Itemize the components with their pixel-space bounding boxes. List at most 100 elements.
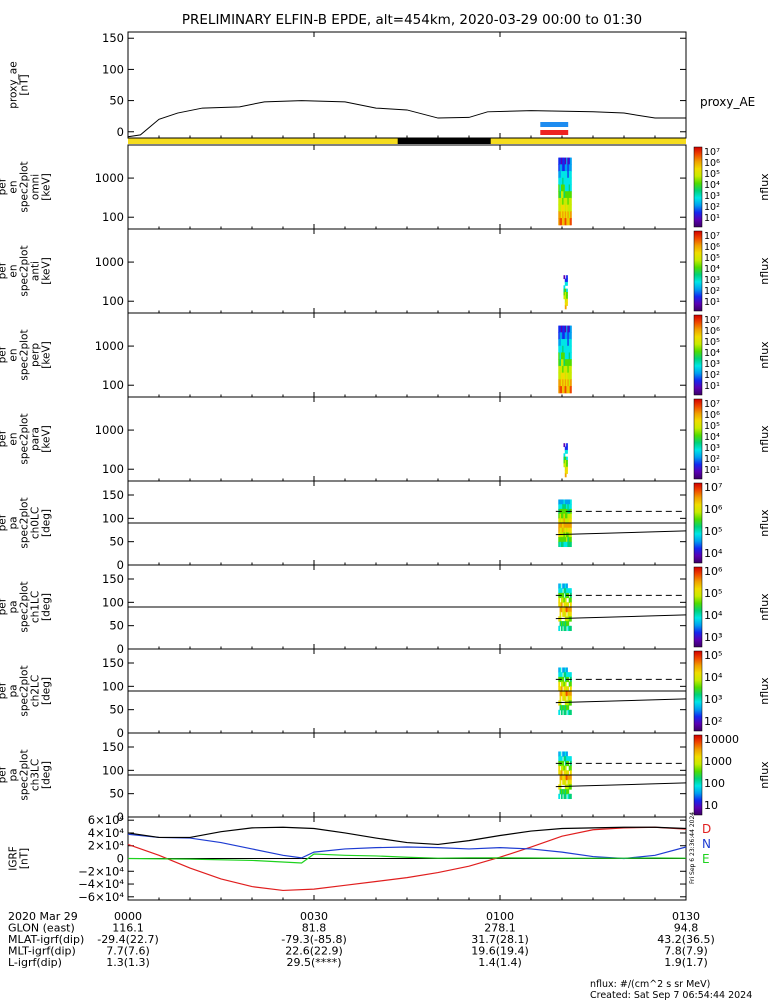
spectrogram-cell: [564, 184, 567, 192]
spectrogram-cell: [568, 513, 571, 519]
spectrogram-cell: [562, 527, 564, 533]
spectrogram-cell: [567, 184, 570, 192]
spectrogram-cell: [564, 765, 567, 771]
ylabel-line: en: [8, 180, 20, 193]
spectrogram-cell: [562, 691, 564, 697]
spectrogram-cell: [569, 513, 572, 519]
colorbar-title-group: nflux: [758, 761, 771, 789]
ylabel-line: IGRF: [8, 846, 20, 871]
spectrogram-cell: [568, 532, 571, 538]
spectrogram-cell: [564, 621, 567, 627]
spectrogram-cell: [563, 695, 566, 701]
ylabel-line: spec2plot: [19, 581, 31, 632]
spectrogram-cell: [560, 537, 563, 543]
spectrogram-cell: [567, 616, 570, 622]
colorbar-title: nflux: [758, 173, 771, 201]
spectrogram-cell: [558, 211, 561, 219]
spectrogram-cell: [560, 345, 563, 353]
spectrogram-cell: [563, 770, 566, 776]
spectrogram-cell: [562, 325, 564, 333]
spectrogram-cell: [563, 775, 566, 781]
spectrogram-cell: [564, 446, 567, 451]
spectrogram-cell: [566, 513, 568, 519]
ylabel-line: pef: [0, 766, 9, 783]
spectrogram-cell: [559, 211, 562, 219]
ylabel-line: pef: [0, 430, 9, 447]
spectrogram-cell: [569, 784, 572, 790]
spectrogram-cell: [567, 607, 570, 613]
spectrogram-cell: [568, 372, 571, 380]
spectrogram-cell: [563, 339, 566, 347]
spectrogram-cell: [569, 171, 572, 179]
para-frame: [127, 396, 687, 482]
spectrogram-cell: [568, 681, 571, 687]
colorbar-label: 10²: [704, 202, 720, 213]
perp-ylabel: elbpefenspec2plotperp[keV]: [0, 329, 53, 380]
spectrogram-cell: [560, 621, 563, 627]
spectrogram-cell: [562, 332, 564, 340]
spectrogram-cell: [560, 218, 563, 226]
ylabel-line: spec2plot: [19, 245, 31, 296]
ylabel-line: anti: [30, 261, 42, 281]
time-axis-row-label: MLT-igrf(dip): [8, 945, 76, 958]
colorbar-label: 10¹: [704, 297, 720, 308]
spectrogram-cell: [567, 588, 570, 594]
spectrogram-cell: [569, 325, 572, 333]
spectrogram-cell: [559, 177, 562, 185]
spectrogram-cell: [566, 288, 568, 293]
colorbar-title: nflux: [758, 341, 771, 369]
colorbar-label: 10⁶: [704, 158, 720, 169]
colorbar-title: nflux: [758, 257, 771, 285]
spectrogram-cell: [569, 218, 572, 226]
spectrogram-cell: [569, 504, 572, 510]
spectrogram-cell: [559, 705, 562, 711]
spectrogram-cell: [563, 541, 566, 548]
spectrogram-cell: [564, 292, 567, 296]
perp-colorbar: [693, 314, 703, 396]
colorbar-label: 10⁴: [704, 432, 720, 443]
spectrogram-cell: [560, 793, 563, 800]
colorbar-label: 10⁴: [704, 348, 720, 359]
spectrogram-cell: [568, 325, 571, 333]
spectrogram-cell: [560, 597, 563, 603]
colorbar-label: 10⁵: [704, 253, 720, 264]
spectrogram-cell: [564, 695, 567, 701]
spectrogram-cell: [568, 784, 571, 790]
y-tick-label: 100: [102, 511, 124, 525]
colorbar-label: 10⁷: [704, 399, 720, 410]
spectrogram-cell: [564, 298, 567, 303]
spectrogram-cell: [569, 611, 572, 617]
spectrogram-cell: [560, 157, 563, 165]
colorbar-title-group: nflux: [758, 593, 771, 621]
colorbar-label: 10⁴: [704, 547, 723, 560]
spectrogram-cell: [569, 602, 572, 608]
spectrogram-cell: [567, 332, 570, 340]
footer-units: nflux: #/(cm^2 s sr MeV): [590, 979, 710, 990]
spectrogram-cell: [559, 523, 562, 529]
spectrogram-cell: [564, 709, 567, 716]
colorbar-label: 10⁶: [704, 565, 723, 578]
spectrogram-cell: [563, 345, 566, 353]
spectrogram-cell: [567, 789, 570, 795]
spectrogram-cell: [568, 607, 571, 613]
spectrogram-cell: [567, 177, 570, 185]
spectrogram-cell: [566, 456, 568, 461]
spectrogram-cell: [566, 756, 568, 762]
ylabel-line: pef: [0, 178, 9, 195]
spectrogram-cell: [560, 789, 563, 795]
colorbar-label: 10¹: [704, 381, 720, 392]
spectrogram-cell: [566, 446, 568, 451]
spectrogram-cell: [566, 621, 568, 627]
spectrogram-cell: [567, 164, 570, 172]
spectrogram-cell: [560, 197, 563, 206]
spectrogram-cell: [569, 518, 572, 524]
time-axis-value: 29.5(****): [286, 956, 341, 969]
spectrogram-cell: [563, 583, 566, 589]
spectrogram-cell: [566, 532, 568, 538]
spectrogram-cell: [566, 164, 568, 172]
spectrogram-cell: [560, 504, 563, 510]
colorbar-label: 10⁵: [704, 421, 720, 432]
spectrogram-cell: [563, 499, 566, 505]
spectrogram-cell: [564, 157, 567, 165]
spectrogram-cell: [567, 621, 570, 627]
